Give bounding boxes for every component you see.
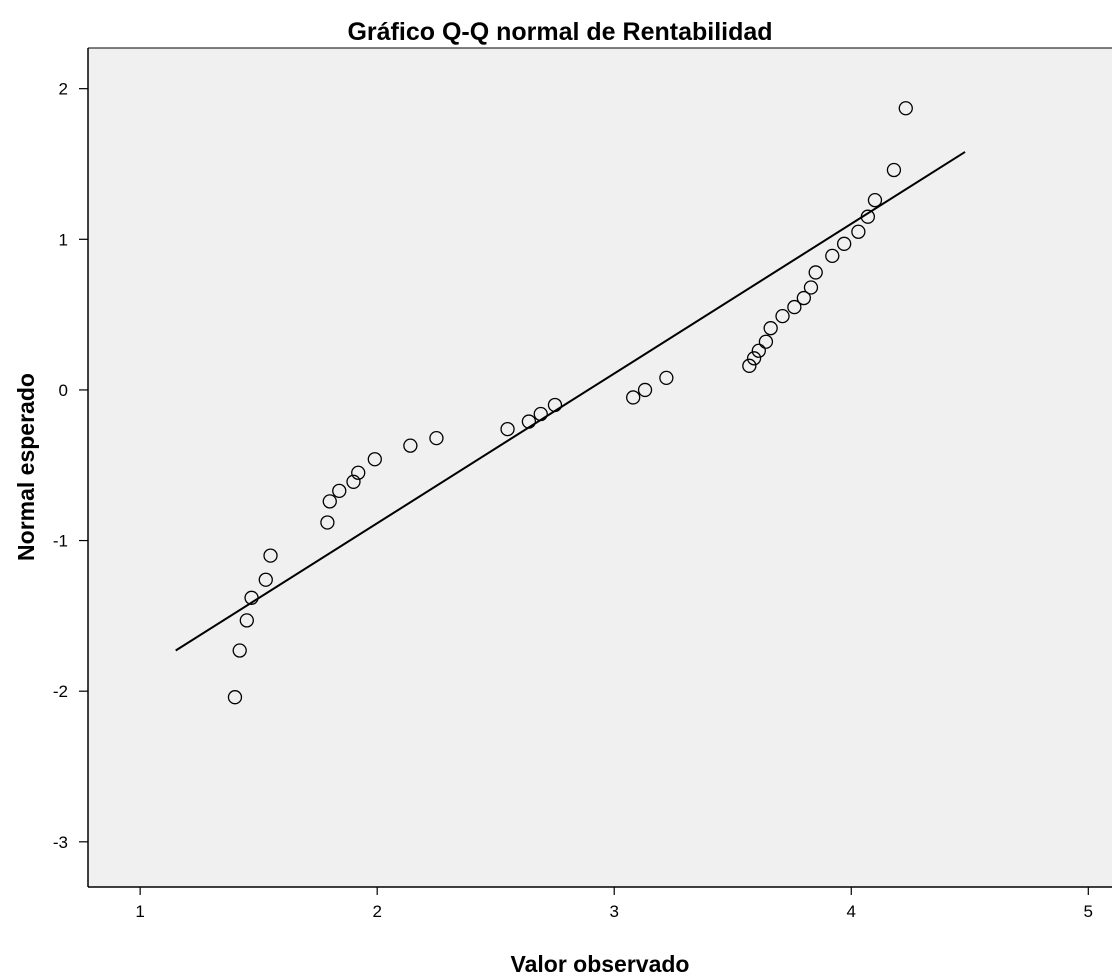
reference-line [175, 151, 966, 652]
data-point [867, 192, 883, 208]
data-point [533, 406, 548, 422]
reference-line-group [175, 151, 966, 652]
data-point [886, 162, 902, 178]
data-point [351, 465, 366, 480]
plot-area [88, 48, 1112, 887]
x-axis-label: Valor observado [511, 951, 690, 977]
data-point [825, 248, 840, 264]
data-point [403, 438, 418, 453]
y-axis-ticks: 2 1 0 -1 -2 -3 [53, 80, 88, 852]
y-tick-label: -2 [53, 682, 68, 701]
data-point [258, 572, 273, 587]
data-point [322, 494, 337, 509]
data-point [763, 321, 778, 336]
y-tick-label: -1 [53, 532, 68, 551]
x-tick-label: 4 [847, 902, 856, 921]
data-point [500, 421, 515, 437]
data-point [836, 236, 852, 251]
data-point [796, 290, 812, 306]
data-point [742, 358, 757, 373]
data-point [346, 474, 361, 489]
data-point [367, 452, 382, 467]
data-point [320, 515, 335, 530]
x-axis-ticks: 1 2 3 4 5 [135, 887, 1093, 921]
y-tick-label: -3 [53, 833, 68, 852]
data-point [332, 483, 347, 498]
data-point [232, 643, 247, 658]
data-point [244, 590, 259, 605]
data-point [775, 308, 790, 324]
x-tick-label: 2 [372, 902, 381, 921]
data-point [263, 548, 278, 563]
data-point [746, 351, 762, 366]
data-point [803, 280, 819, 295]
x-tick-label: 3 [609, 902, 618, 921]
data-point [751, 343, 766, 358]
y-axis-label: Normal esperado [13, 373, 39, 561]
x-tick-label: 1 [135, 902, 144, 921]
data-point [659, 370, 674, 386]
data-point [637, 382, 653, 398]
data-point [860, 209, 876, 224]
data-point [758, 334, 774, 349]
y-tick-label: 1 [59, 230, 68, 249]
chart-title: Gráfico Q-Q normal de Rentabilidad [347, 18, 772, 46]
data-point [808, 265, 823, 280]
data-points-group [227, 101, 913, 705]
data-point [239, 613, 254, 628]
data-point [429, 430, 444, 446]
y-tick-label: 2 [59, 80, 68, 99]
data-point [227, 690, 243, 705]
data-point [787, 299, 802, 315]
data-point [547, 397, 563, 413]
data-point [521, 414, 537, 429]
data-point [898, 101, 913, 116]
data-point [626, 390, 641, 405]
data-point [851, 224, 866, 239]
x-tick-label: 5 [1084, 902, 1093, 921]
y-tick-label: 0 [59, 381, 68, 400]
